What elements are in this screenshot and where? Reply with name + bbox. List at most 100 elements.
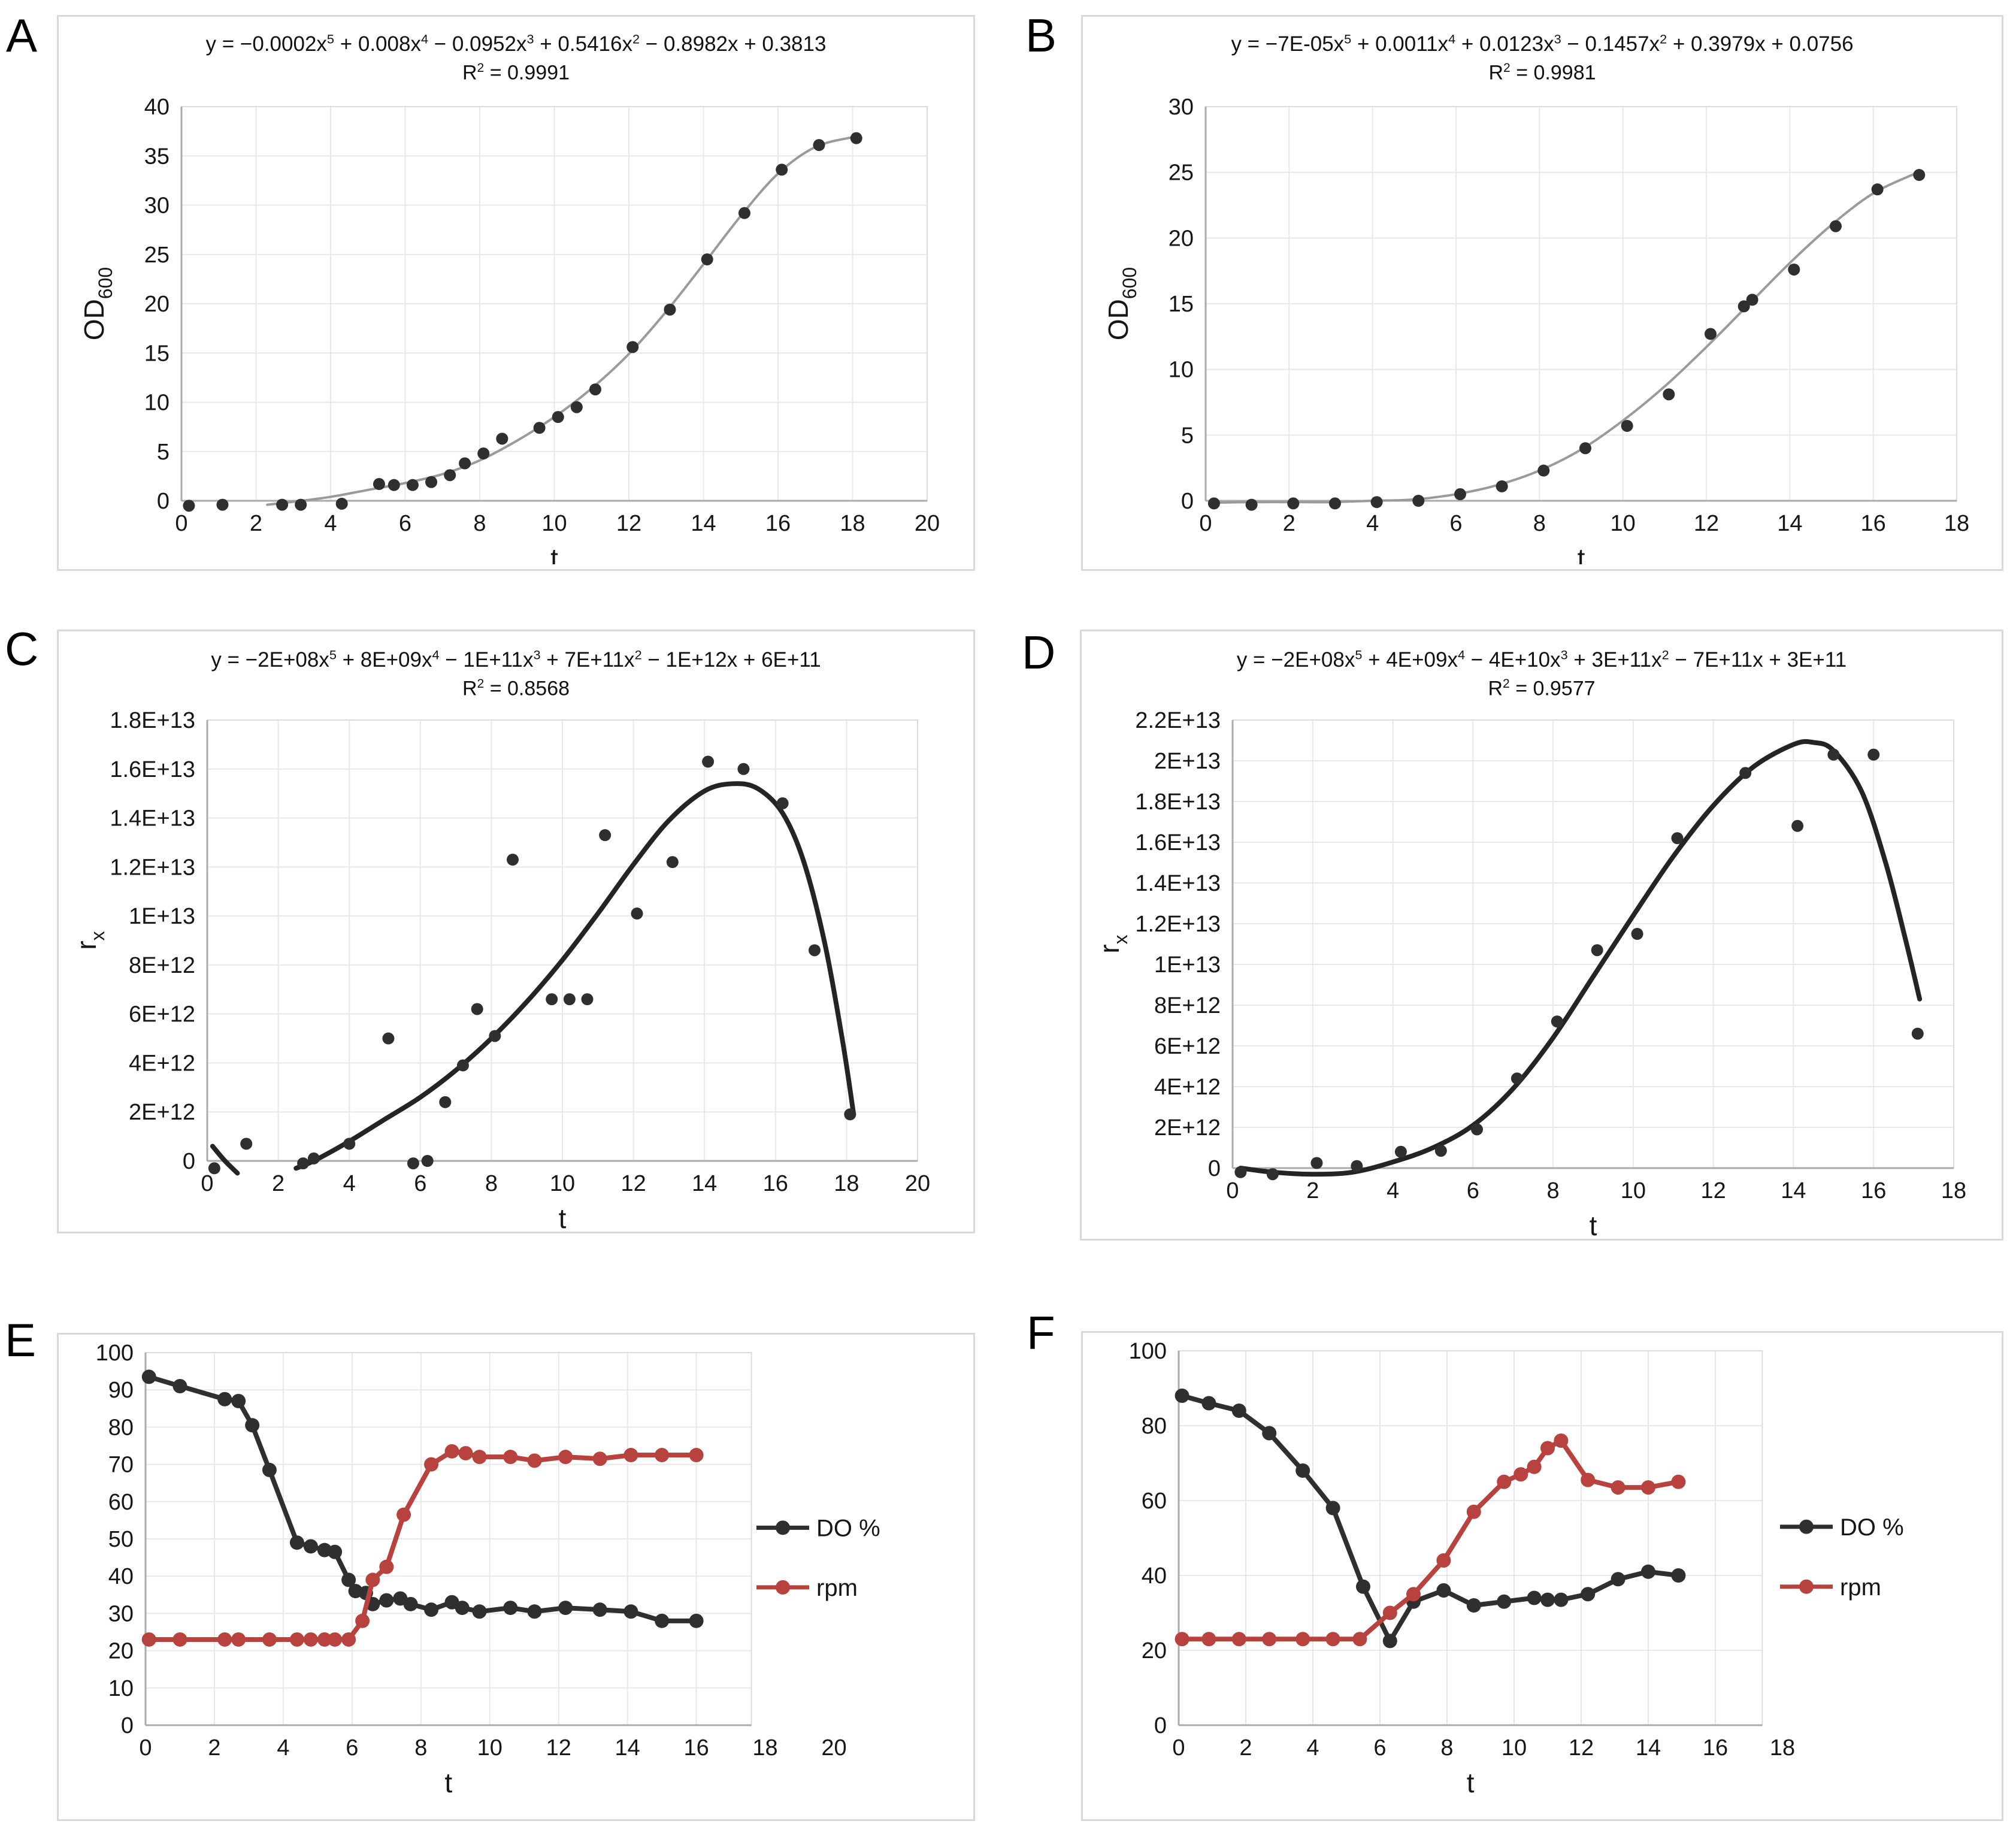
svg-text:2: 2 — [208, 1735, 220, 1761]
svg-text:12: 12 — [620, 1171, 646, 1196]
svg-text:1E+13: 1E+13 — [129, 904, 195, 929]
svg-text:8: 8 — [1533, 511, 1546, 536]
svg-text:4E+12: 4E+12 — [129, 1051, 195, 1076]
svg-text:20: 20 — [1169, 226, 1194, 251]
svg-text:100: 100 — [1129, 1339, 1167, 1364]
chart-do-rpm-e: 0 10 20 30 40 50 60 70 80 90 100 0 2 4 6 8 10 12 14 16 18 20 t… — [96, 1341, 880, 1798]
svg-text:6: 6 — [1467, 1178, 1479, 1203]
svg-text:4: 4 — [277, 1735, 289, 1761]
panel-letter-b: B — [1025, 9, 1057, 62]
chart-od600-b: 0 5 10 15 20 25 30 0 2 4 6 8 10 12 14 16 18 t OD600 — [1103, 95, 1969, 564]
svg-text:10: 10 — [1169, 358, 1194, 383]
svg-text:18: 18 — [752, 1735, 777, 1761]
svg-text:DO %: DO % — [1840, 1514, 1904, 1541]
fit-equation-b: y = −7E-05x5 + 0.0011x4 + 0.0123x3 − 0.1… — [1083, 17, 2002, 90]
svg-text:50: 50 — [108, 1527, 134, 1552]
svg-text:60: 60 — [108, 1490, 134, 1515]
svg-text:10: 10 — [1621, 1178, 1646, 1203]
svg-text:90: 90 — [108, 1378, 134, 1403]
svg-text:0: 0 — [175, 511, 187, 536]
svg-text:8E+12: 8E+12 — [1154, 993, 1221, 1018]
svg-text:5: 5 — [157, 440, 169, 465]
svg-text:10: 10 — [108, 1676, 134, 1701]
svg-text:OD600: OD600 — [1103, 267, 1140, 340]
svg-text:OD600: OD600 — [78, 267, 116, 340]
svg-text:40: 40 — [144, 95, 169, 120]
svg-text:18: 18 — [1944, 511, 1969, 536]
svg-text:10: 10 — [1502, 1735, 1527, 1761]
svg-text:0: 0 — [201, 1171, 213, 1196]
svg-text:t: t — [550, 543, 558, 564]
svg-text:12: 12 — [1694, 511, 1719, 536]
svg-text:20: 20 — [1142, 1638, 1167, 1663]
panel-letter-d: D — [1022, 626, 1056, 679]
svg-text:12: 12 — [616, 511, 641, 536]
svg-text:20: 20 — [108, 1639, 134, 1664]
svg-text:80: 80 — [1142, 1414, 1167, 1439]
svg-text:1.4E+13: 1.4E+13 — [1135, 871, 1221, 896]
equation-text: y = −2E+08x5 + 8E+09x4 − 1E+11x3 + 7E+11… — [211, 647, 821, 672]
svg-text:40: 40 — [1142, 1563, 1167, 1589]
svg-text:10: 10 — [550, 1171, 575, 1196]
svg-text:30: 30 — [1169, 95, 1194, 120]
svg-text:2E+12: 2E+12 — [129, 1100, 195, 1125]
svg-text:14: 14 — [691, 511, 716, 536]
svg-text:25: 25 — [1169, 161, 1194, 186]
svg-text:14: 14 — [1777, 511, 1802, 536]
svg-text:0: 0 — [183, 1149, 195, 1174]
svg-text:1.8E+13: 1.8E+13 — [1135, 790, 1221, 815]
svg-text:16: 16 — [1861, 1178, 1886, 1203]
svg-text:1.6E+13: 1.6E+13 — [110, 757, 195, 782]
svg-text:4E+12: 4E+12 — [1154, 1075, 1221, 1100]
svg-text:6: 6 — [346, 1735, 358, 1761]
r-squared: R2 = 0.8568 — [462, 676, 570, 700]
svg-text:16: 16 — [765, 511, 791, 536]
equation-text: y = −2E+08x5 + 4E+09x4 − 4E+10x3 + 3E+11… — [1236, 647, 1847, 672]
chart-do-rpm-f: 0 20 40 60 80 100 0 2 4 6 8 10 12 14 16 18 t DO % rpm — [1129, 1339, 1904, 1798]
svg-text:15: 15 — [144, 341, 169, 366]
chart-rx-d: 0 2E+12 4E+12 6E+12 8E+12 1E+13 1.2E+13 1.4E+13… — [1094, 709, 1966, 1239]
svg-text:t: t — [559, 1203, 567, 1232]
svg-text:16: 16 — [1703, 1735, 1728, 1761]
svg-text:8: 8 — [485, 1171, 498, 1196]
svg-text:10: 10 — [144, 391, 169, 416]
panel-c: y = −2E+08x5 + 8E+09x4 − 1E+11x3 + 7E+11… — [57, 630, 975, 1233]
svg-text:10: 10 — [1611, 511, 1636, 536]
svg-text:0: 0 — [1226, 1178, 1239, 1203]
svg-text:2.2E+13: 2.2E+13 — [1135, 709, 1221, 733]
svg-text:60: 60 — [1142, 1489, 1167, 1514]
svg-text:20: 20 — [821, 1735, 846, 1761]
svg-text:DO %: DO % — [816, 1515, 880, 1541]
svg-text:rx: rx — [1094, 934, 1131, 953]
svg-text:35: 35 — [144, 144, 169, 169]
svg-text:15: 15 — [1169, 292, 1194, 317]
panel-d: y = −2E+08x5 + 4E+09x4 − 4E+10x3 + 3E+11… — [1080, 630, 2003, 1241]
svg-text:rx: rx — [71, 931, 108, 949]
svg-text:2E+12: 2E+12 — [1154, 1115, 1221, 1141]
svg-text:0: 0 — [121, 1713, 134, 1738]
panel-e: 0 10 20 30 40 50 60 70 80 90 100 0 2 4 6 8 10 12 14 16 18 20 t… — [57, 1333, 975, 1821]
svg-text:4: 4 — [1366, 511, 1379, 536]
svg-text:20: 20 — [905, 1171, 930, 1196]
svg-text:18: 18 — [1941, 1178, 1966, 1203]
svg-text:14: 14 — [615, 1735, 640, 1761]
svg-text:8: 8 — [473, 511, 486, 536]
svg-text:8: 8 — [414, 1735, 427, 1761]
svg-text:0: 0 — [1199, 511, 1212, 536]
svg-text:18: 18 — [834, 1171, 859, 1196]
svg-text:0: 0 — [139, 1735, 152, 1761]
panel-a: y = −0.0002x5 + 0.008x4 − 0.0952x3 + 0.5… — [57, 15, 975, 571]
svg-text:12: 12 — [1569, 1735, 1594, 1761]
svg-text:12: 12 — [546, 1735, 571, 1761]
svg-text:14: 14 — [1781, 1178, 1806, 1203]
svg-text:8E+12: 8E+12 — [129, 953, 195, 978]
svg-text:16: 16 — [1861, 511, 1886, 536]
svg-text:30: 30 — [144, 193, 169, 219]
chart-od600-a: 0 5 10 15 20 25 30 35 40 0 2 4 6 8 10 12 14 16 18 20 t OD600 — [78, 95, 940, 564]
r-squared: R2 = 0.9981 — [1488, 61, 1596, 84]
svg-text:12: 12 — [1701, 1178, 1726, 1203]
svg-text:6: 6 — [399, 511, 411, 536]
svg-text:10: 10 — [477, 1735, 503, 1761]
svg-text:4: 4 — [1306, 1735, 1319, 1761]
panel-letter-c: C — [5, 622, 39, 675]
